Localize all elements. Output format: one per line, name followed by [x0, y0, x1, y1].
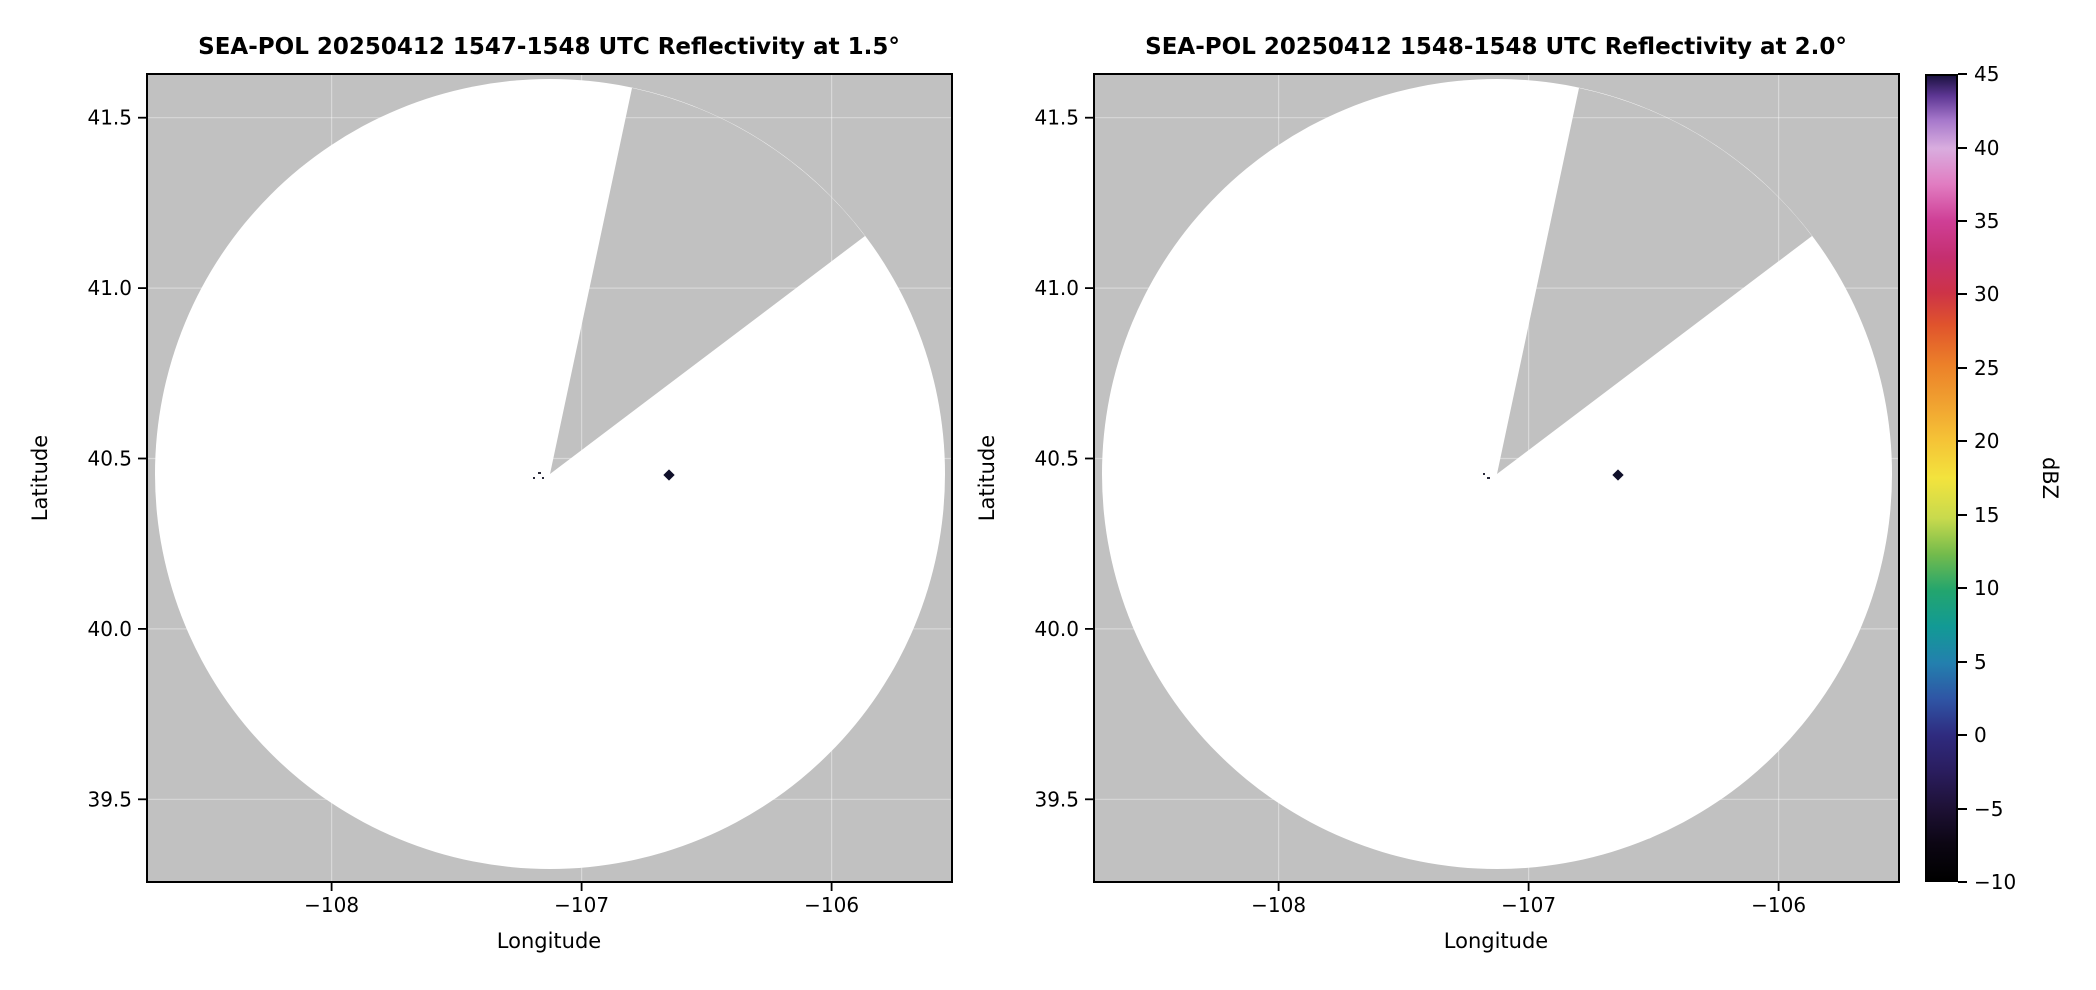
radar-echoes — [533, 469, 675, 481]
tick-mark — [1958, 293, 1967, 296]
colorbar-label: dBZ — [2038, 456, 2063, 500]
radar-ppi-right: SEA-POL 20250412 1548-1548 UTC Reflectiv… — [975, 34, 1900, 953]
x-tick-label: −108 — [304, 893, 359, 917]
x-tick-label: −107 — [1501, 893, 1556, 917]
axis-ticks — [138, 116, 833, 891]
y-axis-label: Latitude — [28, 435, 52, 521]
colorbar-tick-label: 35 — [1974, 209, 2000, 233]
colorbar-tick-label: 25 — [1974, 355, 2000, 380]
y-tick-label: 40.0 — [87, 617, 132, 641]
colorbar-tick: 25 — [1958, 356, 1999, 380]
tick-mark — [1958, 587, 1967, 590]
colorbar-tick-label: 40 — [1974, 135, 2000, 160]
colorbar-tick: −5 — [1958, 797, 2003, 821]
tick-mark — [1958, 513, 1967, 516]
radar-echoes — [1483, 469, 1624, 481]
tick-mark — [1958, 440, 1967, 443]
blocked-sector-wedge — [1497, 88, 1812, 474]
colorbar-tick: 40 — [1958, 136, 1999, 160]
tick-mark — [1958, 146, 1967, 149]
plot-title: SEA-POL 20250412 1548-1548 UTC Reflectiv… — [1145, 34, 1847, 60]
echo-speck — [542, 477, 544, 479]
y-tick-label: 39.5 — [87, 787, 132, 811]
plot-title: SEA-POL 20250412 1547-1548 UTC Reflectiv… — [198, 34, 900, 60]
colorbar-tick: 45 — [1958, 62, 1999, 86]
y-tick-label: 40.0 — [1034, 617, 1079, 641]
y-tick-label: 41.5 — [1034, 106, 1079, 130]
y-tick-label: 40.5 — [87, 447, 132, 471]
y-axis-label: Latitude — [975, 435, 999, 521]
x-tick-label: −107 — [554, 893, 609, 917]
colorbar-tick: 30 — [1958, 282, 1999, 306]
x-tick-label: −106 — [1751, 893, 1806, 917]
y-tick-label: 41.0 — [87, 276, 132, 300]
radar-ppi-left: SEA-POL 20250412 1547-1548 UTC Reflectiv… — [28, 34, 953, 953]
blocked-sector-wedge — [550, 88, 865, 474]
y-tick-label: 41.5 — [87, 106, 132, 130]
colorbar-tick: 35 — [1958, 209, 1999, 233]
x-axis-label: Longitude — [1444, 929, 1548, 953]
gridlines — [1094, 74, 1899, 882]
colorbar-tick-label: 45 — [1974, 62, 2000, 86]
echo-speck — [1487, 477, 1490, 479]
echo-dot — [1612, 469, 1624, 481]
y-tick-label: 41.0 — [1034, 276, 1079, 300]
axes-spine — [1093, 73, 1900, 883]
colorbar-tick-label: 30 — [1974, 282, 2000, 307]
colorbar: 45 40 35 30 25 20 15 10 5 0 −5 −10 dBZ — [1925, 62, 2096, 894]
axis-ticks — [1085, 116, 1780, 891]
x-axis-label: Longitude — [497, 929, 601, 953]
echo-speck — [538, 472, 541, 474]
colorbar-tick-label: 0 — [1974, 723, 1987, 748]
tick-mark — [1958, 881, 1967, 883]
y-tick-label: 40.5 — [1034, 447, 1079, 471]
x-tick-label: −108 — [1251, 893, 1306, 917]
colorbar-tick-label: 15 — [1974, 502, 2000, 527]
colorbar-tick-label: 5 — [1974, 649, 1987, 674]
echo-dot — [663, 469, 675, 481]
colorbar-tick-label: 10 — [1974, 576, 2000, 601]
tick-mark — [1958, 220, 1967, 222]
tick-mark — [1958, 660, 1967, 663]
gridlines — [147, 74, 952, 882]
colorbar-tick: −10 — [1958, 870, 2016, 894]
colorbar-tick: 5 — [1958, 650, 1987, 674]
tick-mark — [1958, 734, 1967, 737]
echo-speck — [1483, 473, 1485, 475]
tick-mark — [1958, 366, 1967, 369]
tick-mark — [1958, 807, 1967, 810]
colorbar-tick: 0 — [1958, 723, 1987, 747]
colorbar-tick: 15 — [1958, 503, 1999, 527]
colorbar-tick-label: −5 — [1974, 796, 2004, 821]
colorbar-tick: 10 — [1958, 576, 1999, 600]
tick-mark — [1958, 73, 1967, 75]
y-tick-label: 39.5 — [1034, 787, 1079, 811]
x-tick-label: −106 — [804, 893, 859, 917]
echo-speck — [533, 477, 535, 479]
axes-spine — [146, 73, 953, 883]
colorbar-tick-label: −10 — [1974, 870, 2017, 894]
colorbar-tick-label: 20 — [1974, 429, 2000, 454]
colorbar-tick: 20 — [1958, 429, 1999, 453]
colorbar-gradient — [1925, 74, 1958, 882]
